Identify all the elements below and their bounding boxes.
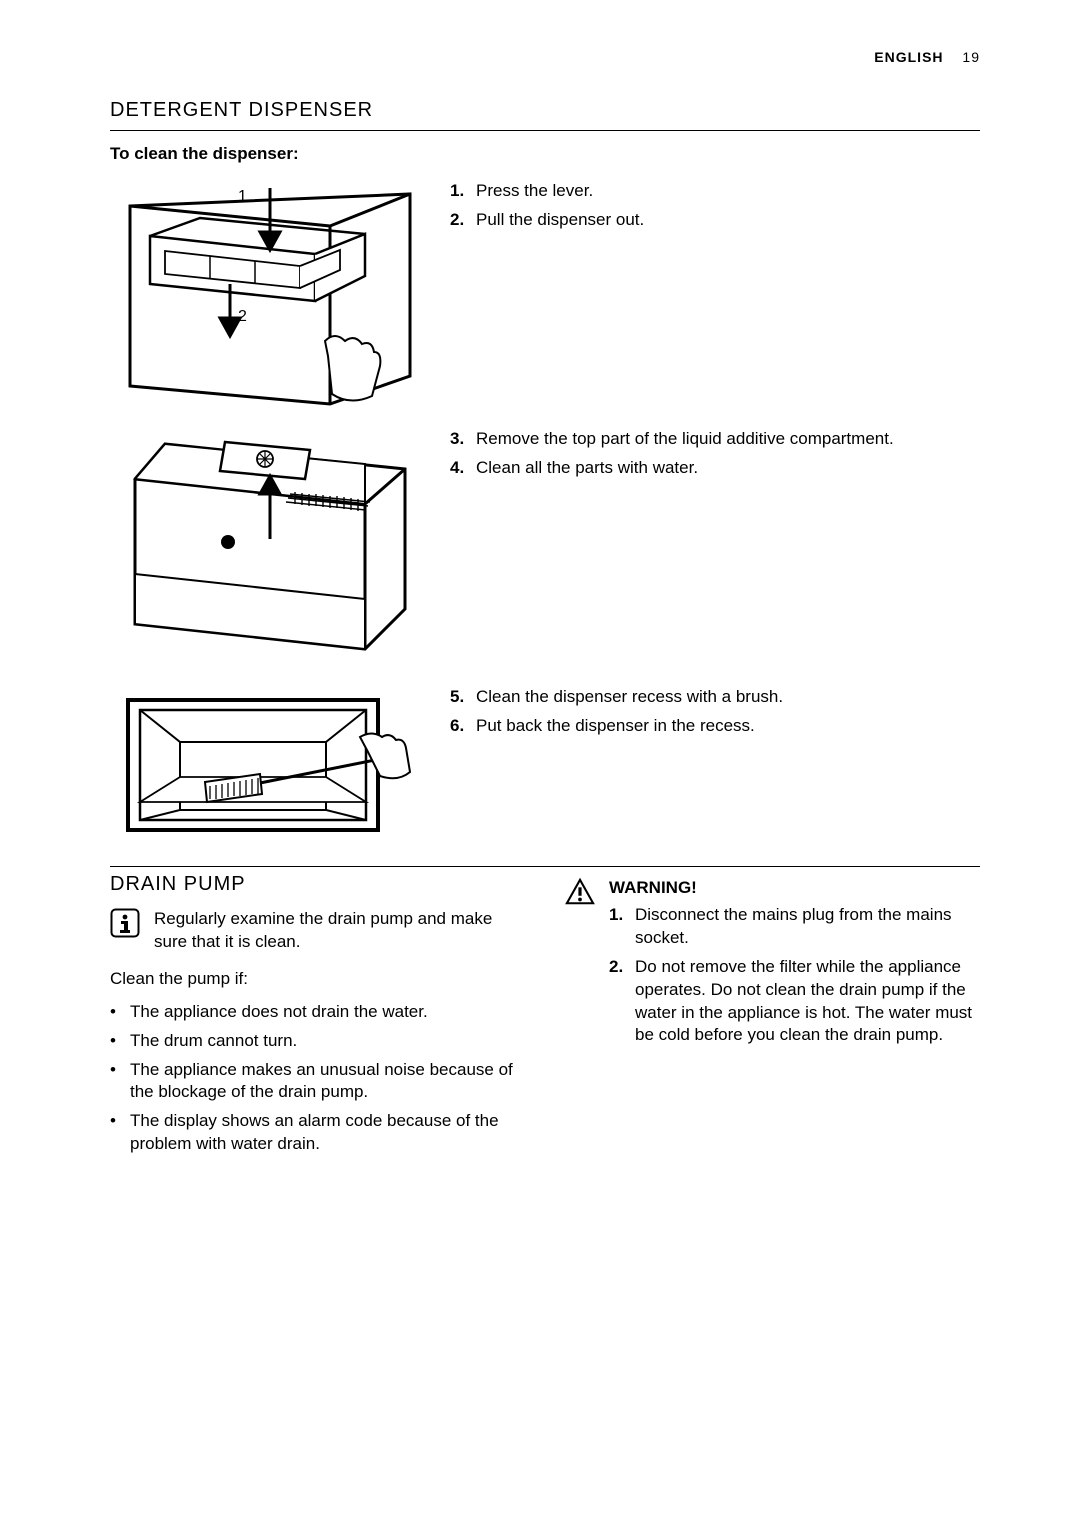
info-icon [110,908,140,938]
warning-step-2: 2.Do not remove the filter while the app… [609,956,980,1048]
step-2: 2.Pull the dispenser out. [450,209,980,232]
steps-5-6: 5.Clean the dispenser recess with a brus… [450,682,980,744]
warning-step-1: 1.Disconnect the mains plug from the mai… [609,904,980,950]
fig1-label-1: 1 [238,188,247,205]
bullet-1: The appliance does not drain the water. [110,1001,525,1024]
section-detergent-title: DETERGENT DISPENSER [110,97,980,131]
step-3: 3.Remove the top part of the liquid addi… [450,428,980,451]
fig1-label-2: 2 [238,308,247,325]
dispenser-figure-1: 1 2 [110,176,420,406]
warning-heading: WARNING! [609,877,980,900]
clean-if-bullets: The appliance does not drain the water. … [110,1001,525,1157]
dispenser-row-3: 5.Clean the dispenser recess with a brus… [110,682,980,842]
section-drain-title: DRAIN PUMP [110,871,525,900]
step-4: 4.Clean all the parts with water. [450,457,980,480]
header-page-number: 19 [962,49,980,65]
bullet-4: The display shows an alarm code because … [110,1110,525,1156]
drain-pump-right: WARNING! 1.Disconnect the mains plug fro… [565,871,980,1162]
dispenser-row-1: 1 2 1.Press the lever. 2.Pull the dispen… [110,176,980,406]
dispenser-row-2: 3.Remove the top part of the liquid addi… [110,424,980,664]
bullet-2: The drum cannot turn. [110,1030,525,1053]
clean-if-label: Clean the pump if: [110,968,525,991]
section-divider [110,866,980,867]
steps-1-2: 1.Press the lever. 2.Pull the dispenser … [450,176,980,238]
drain-pump-left: DRAIN PUMP Regularly examine the drain p… [110,871,525,1162]
step-1: 1.Press the lever. [450,180,980,203]
drain-pump-columns: DRAIN PUMP Regularly examine the drain p… [110,871,980,1162]
header-language: ENGLISH [874,49,943,65]
page-header: ENGLISH 19 [110,48,980,67]
dispenser-figure-2 [110,424,420,664]
step-6: 6.Put back the dispenser in the recess. [450,715,980,738]
warning-block: WARNING! 1.Disconnect the mains plug fro… [565,877,980,1054]
info-text: Regularly examine the drain pump and mak… [154,908,525,954]
dispenser-figure-3 [110,682,420,842]
bullet-3: The appliance makes an unusual noise bec… [110,1059,525,1105]
dispenser-subheading: To clean the dispenser: [110,143,980,166]
info-note: Regularly examine the drain pump and mak… [110,908,525,954]
steps-3-4: 3.Remove the top part of the liquid addi… [450,424,980,486]
step-5: 5.Clean the dispenser recess with a brus… [450,686,980,709]
warning-body: WARNING! 1.Disconnect the mains plug fro… [609,877,980,1054]
warning-icon [565,877,595,907]
